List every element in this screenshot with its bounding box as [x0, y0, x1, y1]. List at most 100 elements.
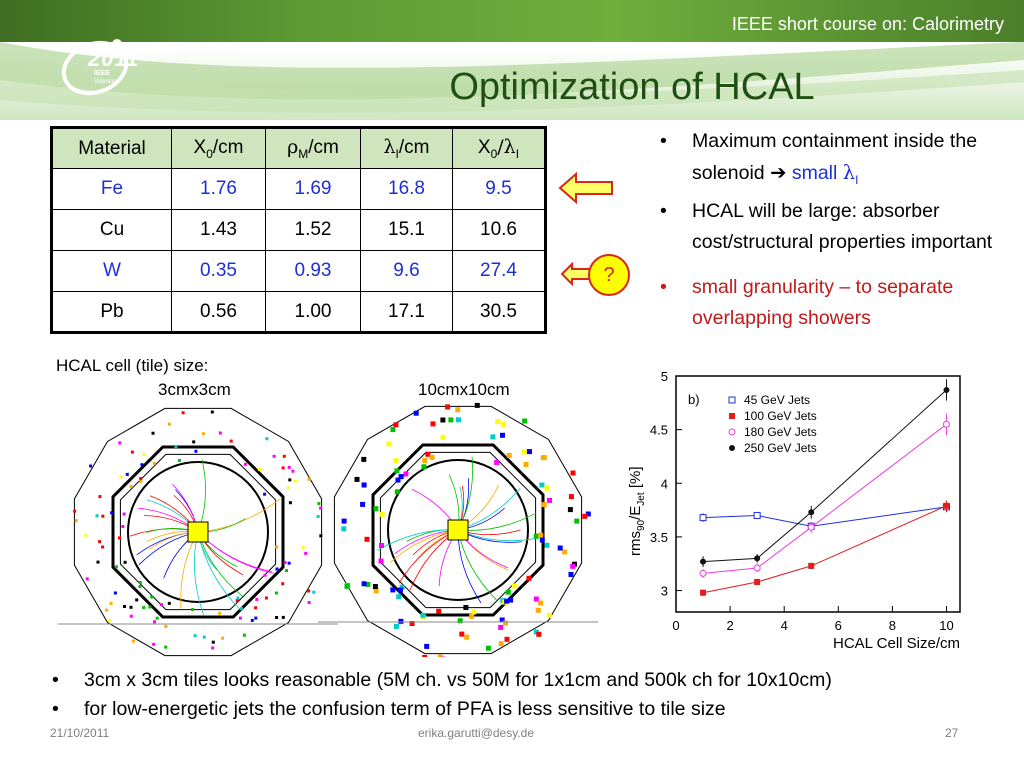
calorimeter-hit	[257, 468, 261, 471]
data-point	[753, 564, 761, 572]
calorimeter-hit	[254, 616, 258, 620]
calorimeter-hit	[457, 618, 463, 624]
calorimeter-hit	[73, 509, 77, 513]
calorimeter-hit	[263, 492, 267, 496]
calorimeter-hit	[386, 441, 392, 447]
header-swoosh	[0, 42, 1024, 113]
series-line	[702, 506, 947, 527]
calorimeter-hit	[399, 584, 405, 590]
table-cell-value: 17.1	[360, 291, 453, 333]
calorimeter-hit	[218, 431, 222, 435]
calorimeter-hit	[105, 608, 109, 612]
data-point	[754, 555, 761, 562]
table-cell-material: Cu	[51, 209, 172, 251]
calorimeter-hit	[138, 585, 142, 588]
legend-marker	[729, 413, 735, 419]
table-cell-value: 15.1	[360, 209, 453, 251]
calorimeter-hit	[148, 605, 152, 609]
calorimeter-hit	[210, 410, 214, 414]
calorimeter-hit	[139, 477, 143, 481]
series-line	[702, 389, 947, 563]
table-cell-value: 16.8	[360, 168, 453, 210]
calorimeter-hit	[113, 591, 117, 595]
particle-track	[197, 531, 274, 574]
header-ratio: X0/λI	[452, 127, 546, 169]
table-row: Pb 0.56 1.00 17.1 30.5	[51, 291, 546, 333]
calorimeter-hit	[471, 609, 477, 615]
calorimeter-hit	[202, 635, 206, 639]
calorimeter-hit	[74, 519, 78, 523]
calorimeter-hit	[469, 613, 475, 619]
calorimeter-hit	[546, 612, 552, 618]
calorimeter-hit	[89, 464, 93, 468]
calorimeter-hit	[274, 591, 278, 595]
calorimeter-hit	[275, 567, 279, 571]
calorimeter-hit	[341, 518, 347, 524]
calorimeter-hit	[361, 456, 367, 462]
table-cell-value: 9.5	[452, 168, 546, 210]
calorimeter-hit	[139, 479, 143, 483]
calorimeter-hit	[211, 640, 215, 644]
table-cell-value: 1.69	[265, 168, 361, 210]
calorimeter-hit	[536, 631, 542, 637]
question-badge: ?	[588, 254, 630, 296]
calorimeter-hit	[420, 612, 426, 618]
calorimeter-hit	[164, 624, 168, 628]
materials-table: Material X0/cm ρM/cm λI/cm X0/λI Fe 1.76 1…	[50, 126, 547, 334]
calorimeter-hit	[288, 501, 292, 505]
calorimeter-hit	[293, 479, 297, 483]
calorimeter-hit	[393, 458, 399, 463]
calorimeter-hit	[272, 454, 276, 458]
table-cell-value: 1.00	[265, 291, 361, 333]
y-tick-label: 4.5	[650, 423, 668, 438]
calorimeter-hit	[464, 634, 470, 640]
legend-entry: 100 GeV Jets	[744, 409, 817, 423]
legend-entry: 180 GeV Jets	[744, 425, 817, 439]
calorimeter-hit	[499, 617, 505, 623]
arrow-right-icon: ➔	[770, 162, 787, 184]
calorimeter-hit	[544, 485, 550, 491]
legend-marker	[728, 428, 736, 436]
series-line	[702, 505, 947, 594]
calorimeter-hit	[508, 597, 514, 603]
calorimeter-hit	[131, 639, 135, 643]
y-axis-label: rms90/EJet [%]	[627, 467, 647, 557]
calorimeter-hit	[539, 482, 545, 488]
data-point	[943, 386, 950, 393]
calorimeter-hit	[275, 616, 279, 619]
x-axis-label: HCAL Cell Size/cm	[833, 635, 960, 652]
calorimeter-hit	[456, 417, 461, 423]
logo-year: 2011	[88, 46, 140, 71]
calorimeter-hit	[498, 641, 504, 647]
calorimeter-hit	[539, 537, 545, 543]
calorimeter-hit	[378, 558, 384, 564]
calorimeter-hit	[425, 451, 431, 457]
data-point	[699, 514, 707, 522]
calorimeter-hit	[142, 453, 146, 457]
calorimeter-hit	[101, 545, 105, 549]
tracker-outline	[127, 461, 269, 603]
calorimeter-hit	[582, 513, 588, 519]
y-tick-label: 4	[661, 476, 668, 491]
vertex-region	[187, 521, 209, 543]
calorimeter-hit	[281, 466, 285, 470]
x-tick-label: 4	[781, 618, 788, 633]
calorimeter-hit	[95, 514, 99, 518]
calorimeter-hit	[122, 512, 126, 516]
header-radiation-length: X0/cm	[171, 127, 266, 169]
calorimeter-hit	[307, 477, 311, 481]
legend-marker	[728, 396, 736, 404]
data-point	[943, 502, 950, 509]
calorimeter-hit	[526, 575, 532, 581]
calorimeter-hit	[98, 495, 102, 499]
footer-page-number: 27	[945, 726, 959, 740]
calorimeter-hit	[118, 536, 121, 540]
header-band	[0, 0, 1024, 42]
calorimeter-hit	[167, 422, 171, 426]
calorimeter-hit	[568, 494, 574, 500]
calorimeter-hit	[109, 601, 113, 605]
calorimeter-hit	[430, 421, 436, 427]
calorimeter-hit	[544, 542, 550, 548]
calorimeter-hit	[301, 545, 305, 549]
calorimeter-hit	[192, 440, 196, 444]
